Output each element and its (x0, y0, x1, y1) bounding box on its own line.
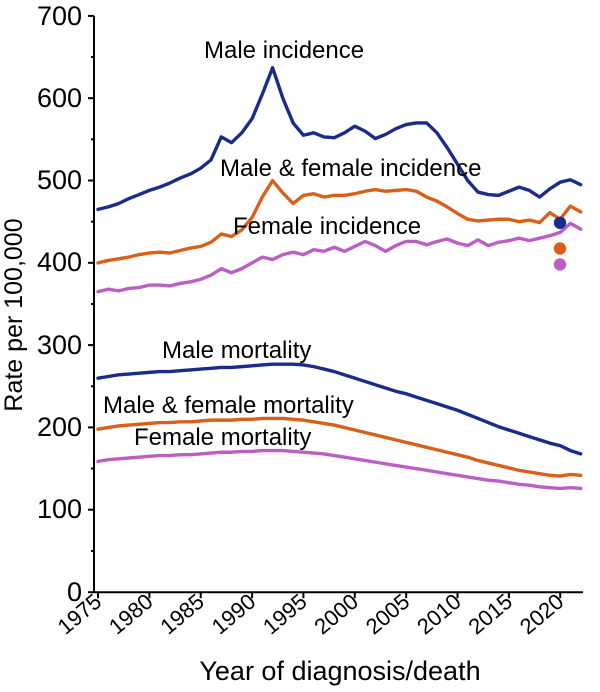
svg-text:Female incidence: Female incidence (233, 213, 421, 240)
svg-text:Female mortality: Female mortality (134, 424, 311, 451)
svg-text:Male mortality: Male mortality (162, 337, 311, 364)
svg-text:Year of diagnosis/death: Year of diagnosis/death (199, 656, 480, 686)
svg-text:Male & female incidence: Male & female incidence (220, 155, 481, 182)
svg-text:200: 200 (37, 412, 82, 442)
svg-text:Rate per 100,000: Rate per 100,000 (0, 218, 28, 411)
svg-text:700: 700 (37, 1, 82, 31)
svg-text:300: 300 (37, 330, 82, 360)
svg-text:Male incidence: Male incidence (204, 37, 364, 64)
svg-text:Male & female mortality: Male & female mortality (103, 392, 354, 419)
svg-text:400: 400 (37, 247, 82, 277)
svg-text:500: 500 (37, 165, 82, 195)
svg-text:100: 100 (37, 494, 82, 524)
svg-text:600: 600 (37, 83, 82, 113)
